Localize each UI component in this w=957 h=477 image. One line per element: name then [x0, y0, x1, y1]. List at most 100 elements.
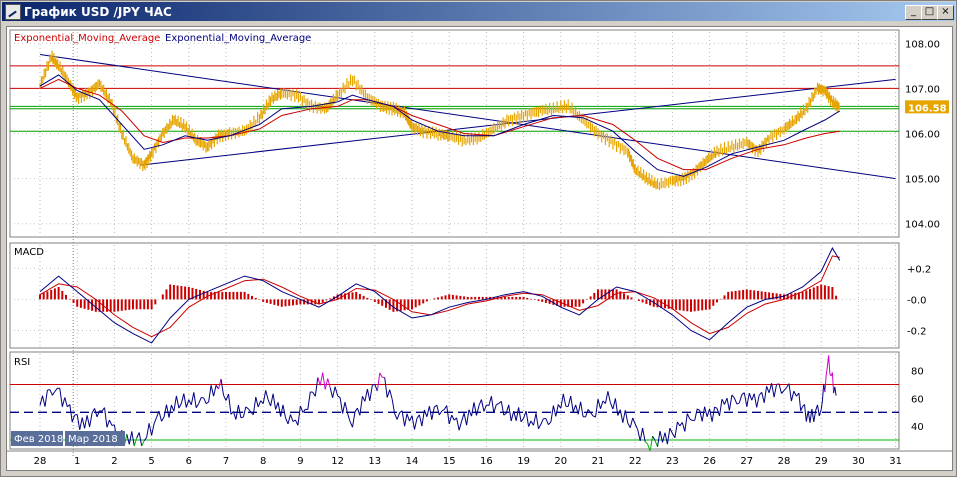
x-tick-label: 16	[480, 456, 493, 467]
rsi-segment	[671, 433, 676, 439]
rsi-segment	[776, 383, 780, 385]
rsi-segment	[344, 401, 348, 414]
rsi-segment	[758, 391, 763, 396]
rsi-segment	[158, 410, 162, 422]
macd-layer	[39, 247, 841, 344]
rsi-segment	[126, 434, 130, 445]
rsi-segment	[699, 410, 703, 422]
rsi-segment	[595, 399, 599, 418]
rsi-segment	[168, 405, 172, 418]
rsi-segment	[131, 431, 135, 446]
chart-area[interactable]: 28 1 2 5 6 7 8 9 12 13 14 15 16 19 20 21 22 23 26 27 28 29 30 3…	[6, 26, 953, 471]
rsi-segment	[557, 404, 562, 409]
rsi-segment	[282, 404, 286, 418]
maximize-button[interactable]: □	[921, 5, 938, 20]
rsi-segment	[761, 392, 765, 403]
rsi-segment	[394, 413, 398, 420]
rsi-segment	[356, 407, 361, 416]
rsi-segment	[711, 407, 716, 422]
rsi-segment	[175, 395, 180, 409]
rsi-segment	[354, 407, 358, 413]
trendline	[140, 78, 896, 166]
rsi-segment	[654, 440, 658, 447]
rsi-segment	[831, 372, 835, 393]
rsi-segment	[275, 402, 279, 410]
x-tick-label: 8	[260, 456, 266, 467]
rsi-segment	[548, 421, 552, 426]
rsi-segment	[247, 408, 252, 413]
rsi-segment	[473, 402, 477, 416]
macd-y-tick-label: +0.2	[907, 264, 931, 275]
rsi-segment	[396, 412, 401, 420]
rsi-segment	[686, 413, 691, 420]
rsi-segment	[94, 408, 98, 418]
rsi-segment	[634, 423, 639, 430]
rsi-segment	[49, 389, 53, 396]
rsi-segment	[287, 414, 291, 425]
rsi-segment	[597, 398, 601, 409]
rsi-segment	[523, 410, 527, 419]
rsi-segment	[486, 404, 489, 406]
rsi-segment	[480, 399, 485, 412]
price-y-tick-label: 108.00	[905, 39, 940, 50]
rsi-segment	[800, 406, 804, 412]
rsi-segment	[461, 412, 465, 422]
rsi-segment	[183, 393, 187, 408]
rsi-segment	[719, 399, 723, 416]
rsi-segment	[773, 384, 778, 398]
rsi-segment	[609, 402, 614, 410]
rsi-segment	[572, 404, 577, 413]
rsi-segment	[220, 378, 224, 396]
rsi-segment	[817, 404, 820, 417]
rsi-segment	[411, 415, 415, 430]
rsi-segment	[418, 414, 423, 427]
rsi-segment	[190, 392, 195, 405]
rsi-segment	[185, 399, 190, 408]
macd-title: MACD	[14, 247, 44, 258]
rsi-segment	[637, 429, 641, 441]
rsi-segment	[294, 419, 299, 426]
x-tick-label: 1	[74, 456, 80, 467]
legend-ema-navy: Exponential_Moving_Average	[165, 33, 311, 44]
month-label-box	[11, 431, 63, 446]
rsi-segment	[195, 403, 200, 408]
rsi-segment	[213, 385, 217, 397]
legend-ema-red: Exponential_Moving_Average	[14, 33, 160, 44]
ema-red-line	[39, 78, 840, 171]
macd-signal-line	[39, 255, 840, 338]
rsi-segment	[441, 409, 445, 412]
chart-canvas[interactable]: 28 1 2 5 6 7 8 9 12 13 14 15 16 19 20 21 22 23 26 27 28 29 30 3…	[7, 27, 952, 470]
minimize-button[interactable]: _	[905, 5, 922, 20]
macd-line	[39, 247, 841, 344]
rsi-segment	[69, 404, 73, 422]
x-tick-label: 29	[815, 456, 828, 467]
rsi-segment	[766, 386, 770, 393]
rsi-segment	[508, 404, 512, 422]
rsi-segment	[580, 401, 584, 417]
price-layer	[10, 50, 899, 191]
title-bar[interactable]: График USD /JPY ЧАС _ □ ×	[2, 2, 955, 21]
rsi-segment	[364, 388, 368, 402]
rsi-segment	[285, 417, 289, 425]
rsi-segment	[260, 400, 264, 405]
rsi-segment	[617, 409, 621, 416]
rsi-segment	[652, 435, 656, 441]
rsi-segment	[771, 383, 775, 398]
rsi-segment	[821, 383, 825, 402]
rsi-segment	[834, 386, 837, 396]
x-tick-label: 31	[889, 456, 902, 467]
rsi-segment	[205, 401, 209, 405]
close-button[interactable]: ×	[937, 5, 954, 20]
rsi-segment	[706, 408, 711, 417]
rsi-segment	[456, 417, 460, 431]
rsi-segment	[342, 401, 346, 414]
rsi-segment	[604, 391, 609, 404]
rsi-segment	[463, 412, 468, 426]
rsi-segment	[443, 405, 448, 410]
rsi-segment	[555, 404, 559, 417]
x-tick-label: 19	[517, 456, 530, 467]
rsi-segment	[666, 428, 671, 445]
rsi-segment	[674, 421, 678, 438]
rsi-segment	[416, 414, 420, 419]
x-tick-label: 13	[368, 456, 381, 467]
